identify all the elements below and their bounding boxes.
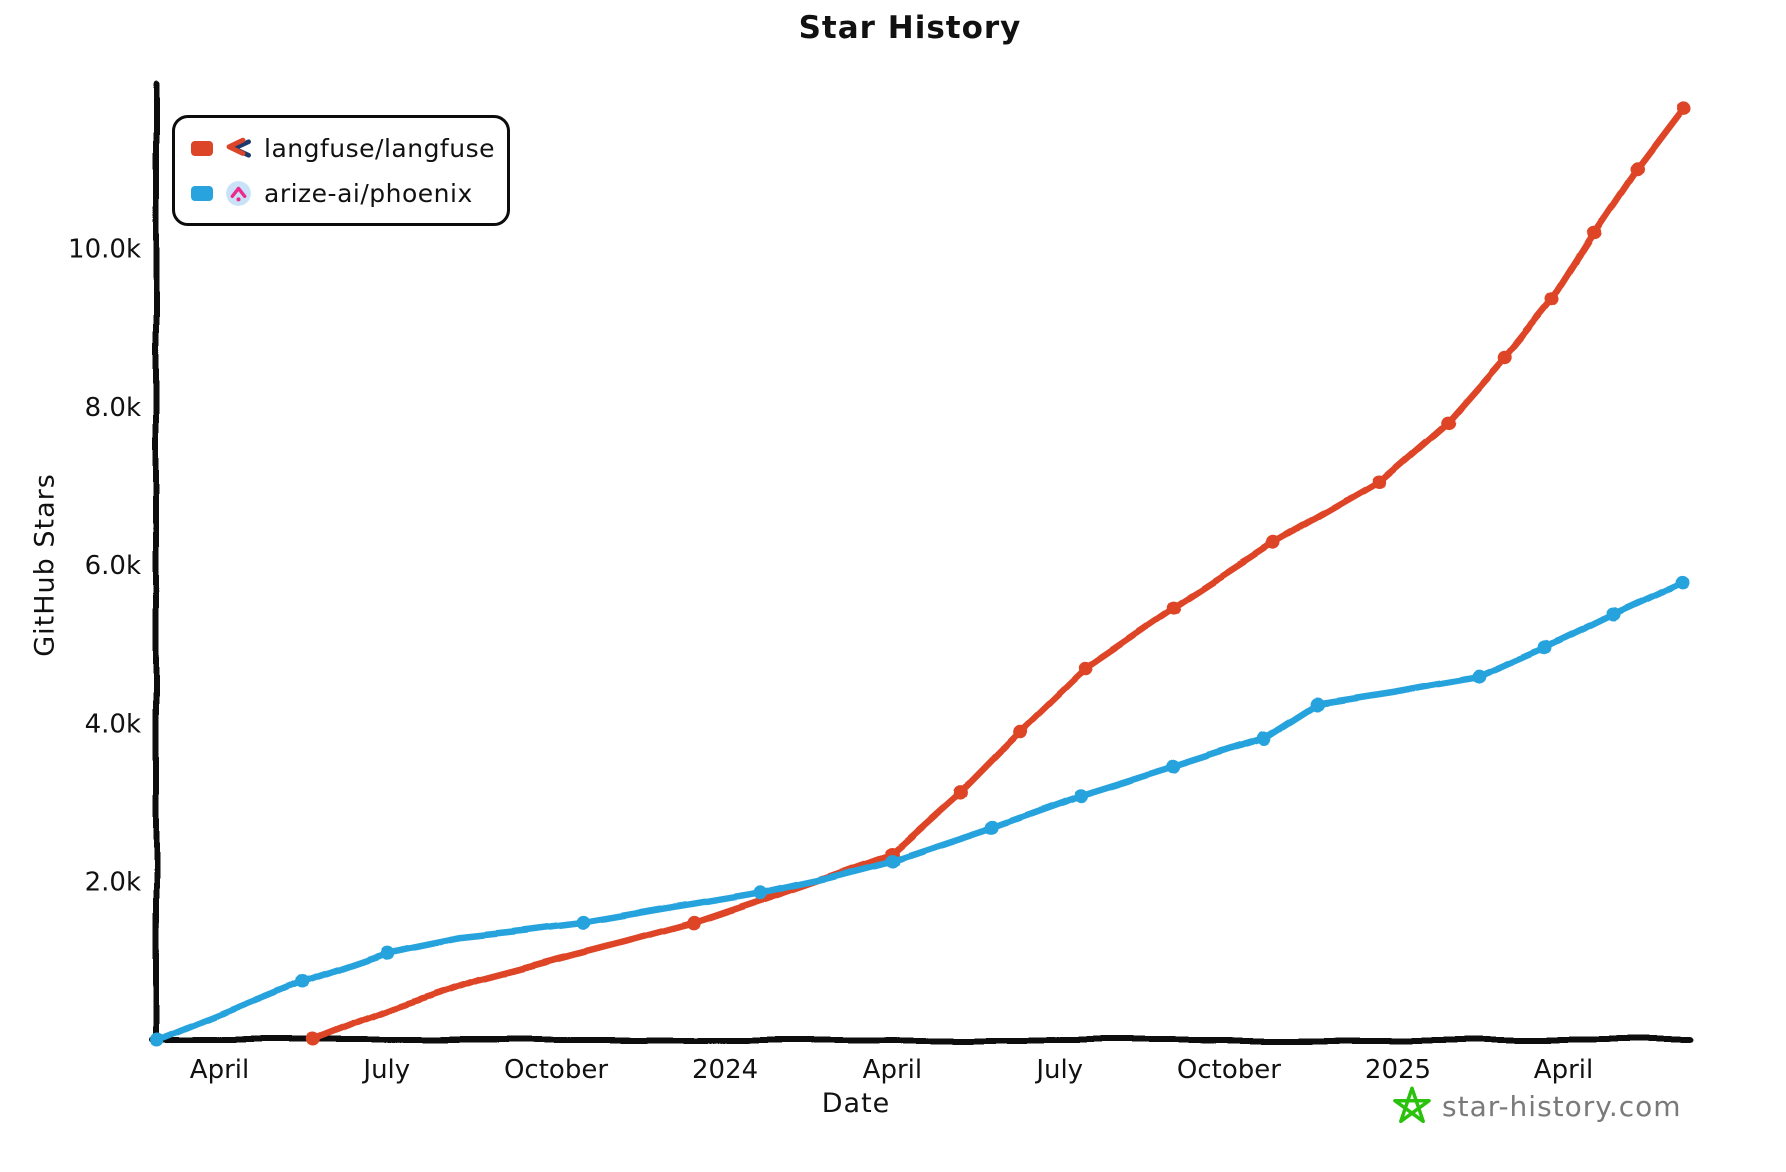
data-point xyxy=(1166,601,1181,616)
series-line-arize-ai-phoenix xyxy=(153,579,1687,1044)
x-axis-title: Date xyxy=(821,1088,891,1119)
x-tick-label: October xyxy=(504,1055,608,1085)
data-point xyxy=(1497,350,1512,365)
data-point xyxy=(379,945,394,960)
data-point xyxy=(1310,697,1325,711)
y-tick-label: 6.0k xyxy=(85,551,141,581)
data-point xyxy=(953,786,968,801)
data-point xyxy=(295,974,310,988)
x-tick-label: 2025 xyxy=(1365,1055,1431,1085)
y-tick-label: 8.0k xyxy=(85,393,141,423)
data-point xyxy=(1587,225,1602,240)
x-tick-label: July xyxy=(361,1055,410,1085)
y-tick-label: 2.0k xyxy=(85,868,141,898)
data-point xyxy=(1166,759,1181,774)
data-point xyxy=(1545,292,1560,307)
x-tick-label: April xyxy=(190,1055,249,1085)
data-point xyxy=(1676,101,1690,116)
data-point xyxy=(1630,162,1644,177)
y-tick-label: 4.0k xyxy=(85,709,141,739)
legend-swatch-phoenix xyxy=(191,185,213,201)
data-point xyxy=(306,1033,321,1047)
legend-label-phoenix: arize-ai/phoenix xyxy=(264,178,473,208)
data-point xyxy=(1073,789,1087,804)
data-point xyxy=(1372,475,1387,489)
chart-title: Star History xyxy=(798,10,1022,46)
series-line-langfuse-langfuse xyxy=(310,105,1687,1044)
phoenix-logo-icon xyxy=(226,180,251,206)
data-point xyxy=(1014,724,1029,739)
data-point xyxy=(885,854,900,869)
hand-drawn-layer xyxy=(149,81,1693,1047)
watermark[interactable]: star-history.com xyxy=(1392,1086,1682,1126)
x-tick-label: October xyxy=(1177,1055,1281,1085)
x-tick-label: April xyxy=(863,1055,922,1085)
data-point xyxy=(1266,536,1280,551)
y-axis-title: GitHub Stars xyxy=(29,473,61,657)
data-point xyxy=(1538,641,1553,656)
data-point xyxy=(753,885,767,900)
data-point xyxy=(1676,575,1690,590)
langfuse-logo-icon xyxy=(226,137,251,158)
data-point xyxy=(1606,608,1621,622)
data-point xyxy=(576,915,591,930)
data-point xyxy=(1256,731,1271,745)
legend-box: langfuse/langfuse arize-ai/phoenix xyxy=(172,115,510,226)
data-point xyxy=(1440,415,1455,430)
data-point xyxy=(150,1033,164,1047)
legend-item-langfuse: langfuse/langfuse xyxy=(191,130,495,166)
data-point xyxy=(1078,661,1093,676)
x-tick-label: 2024 xyxy=(692,1055,758,1085)
data-point xyxy=(984,820,999,835)
x-tick-label: July xyxy=(1034,1055,1083,1085)
data-point xyxy=(1471,670,1486,685)
legend-label-langfuse: langfuse/langfuse xyxy=(264,133,495,163)
star-history-star-icon xyxy=(1393,1086,1431,1124)
x-tick-label: April xyxy=(1534,1055,1593,1085)
watermark-text[interactable]: star-history.com xyxy=(1442,1089,1682,1123)
data-point xyxy=(686,915,701,930)
y-tick-label: 10.0k xyxy=(68,235,141,265)
legend-item-phoenix: arize-ai/phoenix xyxy=(191,175,491,211)
legend-swatch-langfuse xyxy=(191,140,213,156)
